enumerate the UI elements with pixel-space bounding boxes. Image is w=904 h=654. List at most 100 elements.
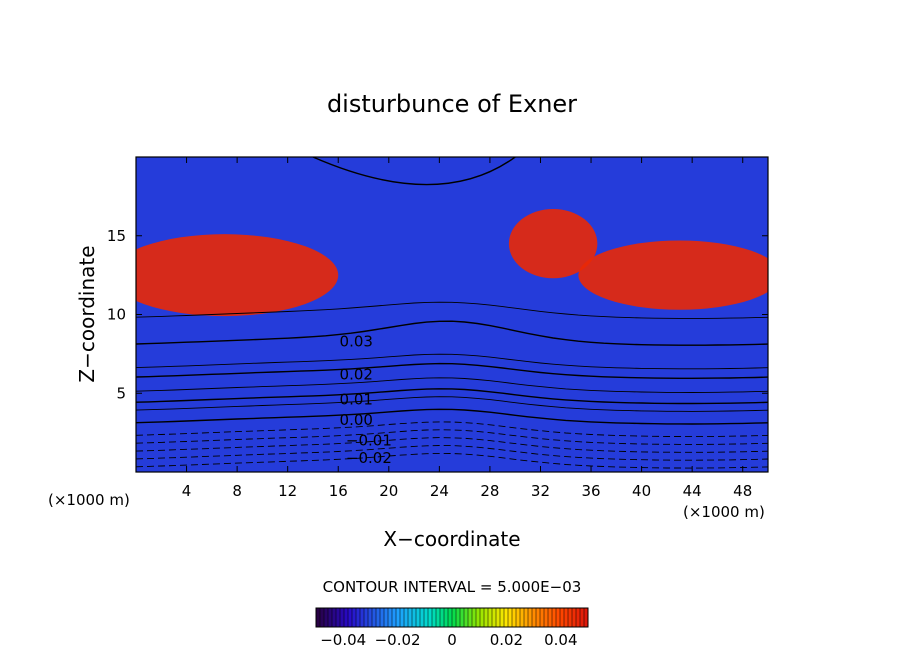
contour-label: 0.00 bbox=[340, 411, 373, 429]
colorbar-tick-label: −0.02 bbox=[375, 631, 421, 649]
colorbar-swatch bbox=[552, 608, 557, 627]
colorbar-tick-labels: −0.04 −0.02 0 0.02 0.04 bbox=[320, 631, 577, 649]
contour-line bbox=[136, 421, 768, 438]
x-tick-label: 28 bbox=[480, 482, 499, 500]
colorbar-swatch bbox=[548, 608, 553, 627]
contour-label: 0.02 bbox=[340, 365, 373, 383]
colorbar-swatch bbox=[404, 608, 409, 627]
colorbar-swatch bbox=[488, 608, 493, 627]
contour-line bbox=[136, 445, 768, 461]
colorbar-swatch bbox=[576, 608, 581, 627]
contour-lines bbox=[136, 157, 768, 469]
colorbar-swatch bbox=[448, 608, 453, 627]
colorbar-swatch bbox=[328, 608, 333, 627]
x-tick-label: 12 bbox=[278, 482, 297, 500]
colorbar-swatch bbox=[484, 608, 489, 627]
colorbar-swatch bbox=[428, 608, 433, 627]
contour-label: −0.02 bbox=[346, 449, 392, 467]
x-tick-label: 40 bbox=[632, 482, 651, 500]
contour-label: 0.01 bbox=[340, 391, 373, 409]
chart-title: disturbunce of Exner bbox=[327, 90, 577, 118]
colorbar-swatch bbox=[544, 608, 549, 627]
x-tick-label: 20 bbox=[379, 482, 398, 500]
field-max-region bbox=[578, 240, 768, 310]
contour-line bbox=[136, 429, 768, 445]
colorbar bbox=[315, 607, 589, 628]
colorbar-swatch bbox=[520, 608, 525, 627]
colorbar-swatch bbox=[388, 608, 393, 627]
field-band bbox=[136, 157, 768, 472]
contour-label: 0.03 bbox=[340, 332, 373, 350]
y-tick-label: 10 bbox=[107, 306, 126, 324]
colorbar-swatch bbox=[464, 608, 469, 627]
contour-line bbox=[136, 353, 768, 370]
colorbar-swatch bbox=[460, 608, 465, 627]
colorbar-tick-label: −0.04 bbox=[320, 631, 366, 649]
colorbar-swatch bbox=[512, 608, 517, 627]
colorbar-swatch bbox=[420, 608, 425, 627]
contour-line bbox=[136, 301, 768, 319]
colorbar-swatch bbox=[412, 608, 417, 627]
colorbar-swatch bbox=[572, 608, 577, 627]
contour-line bbox=[136, 320, 768, 346]
colorbar-tick-label: 0.02 bbox=[490, 631, 523, 649]
y-unit-label: (×1000 m) bbox=[48, 491, 130, 509]
colorbar-swatch bbox=[528, 608, 533, 627]
colorbar-swatch bbox=[524, 608, 529, 627]
heatmap-field bbox=[136, 157, 768, 472]
x-tick-label: 24 bbox=[430, 482, 449, 500]
contour-line bbox=[136, 437, 768, 453]
colorbar-swatch bbox=[384, 608, 389, 627]
colorbar-swatch bbox=[496, 608, 501, 627]
x-tick-label: 44 bbox=[683, 482, 702, 500]
x-tick-label: 36 bbox=[581, 482, 600, 500]
colorbar-swatch bbox=[532, 608, 537, 627]
contour-label: −0.01 bbox=[346, 432, 392, 450]
colorbar-swatch bbox=[372, 608, 377, 627]
x-tick-label: 16 bbox=[329, 482, 348, 500]
x-unit-label: (×1000 m) bbox=[683, 503, 765, 521]
colorbar-swatch bbox=[360, 608, 365, 627]
field-max-region bbox=[136, 234, 339, 317]
contour-labels: 0.03 0.02 0.01 0.00 −0.01−0.02 bbox=[340, 332, 392, 467]
colorbar-swatch bbox=[364, 608, 369, 627]
colorbar-swatch bbox=[444, 608, 449, 627]
colorbar-swatch bbox=[580, 608, 585, 627]
colorbar-swatch bbox=[396, 608, 401, 627]
colorbar-swatch bbox=[424, 608, 429, 627]
colorbar-swatch bbox=[564, 608, 569, 627]
x-axis-ticks: 4 8 12 16 20 24 28 32 36 40 44 48 bbox=[182, 157, 752, 500]
x-tick-label: 32 bbox=[531, 482, 550, 500]
x-axis-label: X−coordinate bbox=[383, 527, 520, 551]
colorbar-swatch bbox=[352, 608, 357, 627]
colorbar-swatch bbox=[316, 608, 321, 627]
colorbar-swatch bbox=[348, 608, 353, 627]
colorbar-swatch bbox=[452, 608, 457, 627]
colorbar-swatch bbox=[556, 608, 561, 627]
contour-line bbox=[136, 452, 768, 469]
contour-line bbox=[136, 388, 768, 405]
colorbar-swatch bbox=[508, 608, 513, 627]
colorbar-swatch bbox=[344, 608, 349, 627]
colorbar-tick-label: 0.04 bbox=[544, 631, 577, 649]
colorbar-swatch bbox=[480, 608, 485, 627]
x-tick-label: 8 bbox=[232, 482, 242, 500]
colorbar-swatch bbox=[416, 608, 421, 627]
colorbar-swatch bbox=[368, 608, 373, 627]
colorbar-swatch bbox=[400, 608, 405, 627]
colorbar-swatch bbox=[560, 608, 565, 627]
colorbar-swatch bbox=[380, 608, 385, 627]
colorbar-swatch bbox=[500, 608, 505, 627]
y-tick-label: 5 bbox=[116, 384, 126, 402]
colorbar-swatch bbox=[320, 608, 325, 627]
colorbar-swatch bbox=[376, 608, 381, 627]
colorbar-swatch bbox=[472, 608, 477, 627]
contour-line bbox=[136, 408, 768, 425]
y-tick-label: 15 bbox=[107, 227, 126, 245]
y-axis-ticks: 5 10 15 bbox=[107, 227, 768, 402]
colorbar-swatch bbox=[456, 608, 461, 627]
colorbar-swatch bbox=[436, 608, 441, 627]
colorbar-swatch bbox=[492, 608, 497, 627]
x-tick-label: 48 bbox=[733, 482, 752, 500]
colorbar-swatch bbox=[408, 608, 413, 627]
